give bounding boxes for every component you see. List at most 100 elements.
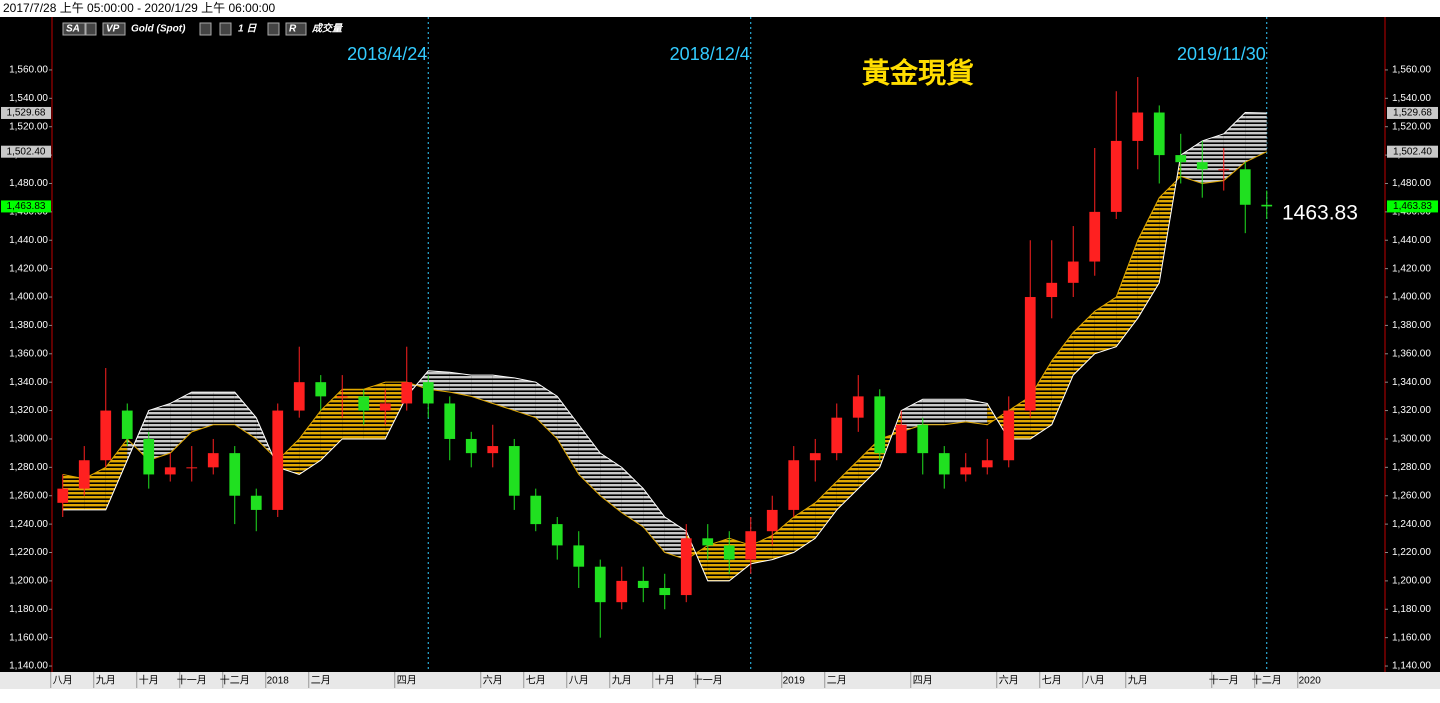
- date-range: 2017/7/28 上午 05:00:00 - 2020/1/29 上午 06:…: [3, 1, 276, 15]
- y-tick-label: 1,220.00: [9, 547, 48, 558]
- cloud-segment: [621, 467, 644, 527]
- y-tick-label: 1,320.00: [9, 405, 48, 416]
- candle-body: [229, 453, 241, 496]
- candle-body: [207, 453, 219, 468]
- x-tick-label: 八月: [53, 675, 73, 687]
- price-marker-label: 1,529.68: [1393, 108, 1432, 119]
- candle-body: [659, 587, 671, 596]
- x-tick-label: 九月: [1128, 675, 1148, 687]
- cloud-segment: [471, 375, 493, 404]
- cloud-segment: [492, 375, 515, 411]
- cloud-segment: [320, 389, 343, 461]
- header-bar: [0, 0, 1440, 17]
- candle-body: [1089, 211, 1101, 262]
- y-tick-label: 1,380.00: [9, 320, 48, 331]
- candle-body: [121, 410, 133, 439]
- x-tick-label: 十月: [139, 674, 159, 687]
- cloud-segment: [1073, 311, 1095, 376]
- price-marker-label: 1,529.68: [7, 108, 46, 119]
- candle-body: [594, 566, 606, 603]
- x-tick-label: 七月: [526, 675, 546, 687]
- x-tick-label: 六月: [483, 675, 503, 687]
- x-tick-label: 十一月: [693, 674, 723, 687]
- candle-body: [379, 403, 391, 411]
- x-tick-label: 四月: [913, 675, 933, 687]
- y-tick-label: 1,180.00: [9, 604, 48, 615]
- cloud-segment: [772, 517, 794, 560]
- price-marker: [1387, 106, 1438, 119]
- x-tick-label: 2018: [267, 676, 290, 687]
- candle-body: [1067, 261, 1079, 283]
- x-tick-label: 二月: [311, 675, 331, 687]
- x-tick-label: 七月: [1042, 675, 1062, 687]
- x-tick-label: 十二月: [220, 674, 250, 687]
- y-tick-label: 1,520.00: [1392, 121, 1431, 132]
- candle-body: [938, 453, 950, 475]
- candle-body: [874, 396, 886, 454]
- vp-button[interactable]: [102, 22, 126, 36]
- r-button[interactable]: [285, 22, 307, 36]
- candle-body: [1046, 282, 1058, 298]
- y-tick-label: 1,260.00: [1392, 490, 1431, 501]
- cloud-segment: [105, 438, 128, 510]
- vp: VP: [106, 24, 120, 35]
- cloud-segment: [1137, 197, 1160, 319]
- y-tick-label: 1,180.00: [1392, 604, 1431, 615]
- y-tick-label: 1,280.00: [9, 462, 48, 473]
- x-tick-label: 十一月: [1209, 674, 1239, 687]
- cloud-segment: [600, 453, 622, 513]
- x-tick-label: 九月: [96, 675, 116, 687]
- price-marker: [1, 106, 51, 119]
- x-tick-label: 八月: [1085, 675, 1105, 687]
- dropdown[interactable]: [219, 22, 232, 36]
- y-tick-label: 1,200.00: [1392, 576, 1431, 587]
- toolbar: SA VP Gold (Spot) 1 日 R 成交量: [62, 22, 344, 36]
- y-tick-label: 1,340.00: [1392, 377, 1431, 388]
- cloud-segment: [922, 399, 945, 425]
- y-tick-label: 1,300.00: [1392, 434, 1431, 445]
- symbol-button[interactable]: [62, 22, 86, 36]
- candle-body: [1132, 112, 1144, 141]
- price-marker-label: 1,502.40: [7, 146, 46, 157]
- y-tick-label: 1,240.00: [9, 519, 48, 530]
- x-tick-label: 2019: [783, 676, 806, 687]
- candle-body: [616, 580, 628, 603]
- dropdown[interactable]: [85, 22, 97, 36]
- candle-body: [551, 524, 563, 546]
- dropdown[interactable]: [267, 22, 280, 36]
- y-tick-label: 1,420.00: [9, 263, 48, 274]
- candle-body: [788, 460, 800, 510]
- price-label: 1463.83: [1282, 202, 1358, 225]
- x-tick-label: 八月: [569, 675, 589, 687]
- candle-body: [530, 495, 542, 525]
- x-tick-label: 十月: [655, 674, 675, 687]
- price-marker: [1, 200, 51, 213]
- y-tick-label: 1,160.00: [9, 632, 48, 643]
- candle-body: [336, 396, 348, 398]
- cloud-segment: [170, 392, 192, 454]
- cloud-segment: [901, 399, 923, 432]
- candle-body: [57, 488, 69, 503]
- y-tick-label: 1,400.00: [1392, 292, 1431, 303]
- candle-body: [1218, 169, 1230, 171]
- candle-body: [680, 538, 692, 596]
- cloud-segment: [449, 372, 472, 397]
- candle-body: [852, 396, 864, 418]
- x-tick-label: 六月: [999, 675, 1019, 687]
- candle-body: [444, 403, 456, 439]
- candle-body: [1239, 169, 1251, 205]
- candle-body: [186, 467, 198, 469]
- candle-body: [1261, 204, 1273, 207]
- r: R: [289, 24, 297, 35]
- candle-body: [465, 438, 477, 454]
- dropdown[interactable]: [199, 22, 212, 36]
- y-tick-label: 1,420.00: [1392, 263, 1431, 274]
- y-tick-label: 1,360.00: [9, 348, 48, 359]
- candle-body: [422, 382, 434, 404]
- candle-body: [1110, 140, 1122, 212]
- cloud-segment: [299, 410, 321, 475]
- candle-body: [745, 531, 757, 560]
- candle-body: [1153, 112, 1165, 156]
- cloud-segment: [643, 488, 665, 553]
